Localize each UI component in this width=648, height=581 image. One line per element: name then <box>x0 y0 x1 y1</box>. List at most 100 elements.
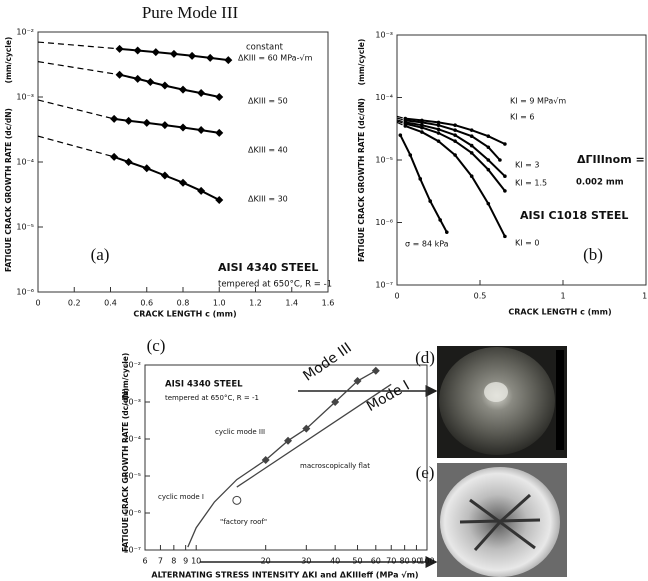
data-point <box>420 130 424 134</box>
data-point <box>437 131 441 135</box>
data-point <box>453 128 457 132</box>
data-point <box>453 123 457 127</box>
data-point <box>197 89 205 97</box>
x-axis-label: CRACK LENGTH c (mm) <box>133 310 236 319</box>
series-label: KI = 0 <box>515 239 539 248</box>
series-label: ΔKIII = 40 <box>248 146 288 155</box>
x-tick-label: 6 <box>142 557 147 566</box>
y-axis-label: FATIGUE CRACK GROWTH RATE (dc/dN) <box>121 388 130 552</box>
series-label: KI = 1.5 <box>515 179 547 188</box>
data-point <box>404 124 408 128</box>
x-tick-label: 1.0 <box>213 299 226 308</box>
x-tick-label: 9 <box>183 557 188 566</box>
data-point <box>498 158 502 162</box>
series-label: Mode III <box>300 340 354 385</box>
data-point <box>143 164 151 172</box>
y-tick-label: 10⁻⁴ <box>375 93 393 102</box>
data-point <box>487 158 491 162</box>
data-point <box>503 189 507 193</box>
series-label: KI = 9 MPa√m <box>510 97 566 106</box>
data-point <box>143 119 151 127</box>
annotation: tempered at 650°C, R = -1 <box>218 280 332 290</box>
data-point <box>453 133 457 137</box>
data-point <box>134 75 142 83</box>
x-tick-label: 20 <box>261 557 271 566</box>
extrapolation <box>38 62 120 75</box>
annotation: 0.002 mm <box>576 178 624 188</box>
data-point <box>215 196 223 204</box>
figure: (d) (e) 10⁻⁶10⁻⁵10⁻⁴10⁻³10⁻²00.20.40.60.… <box>0 0 648 581</box>
x-tick-label: 0.6 <box>140 299 153 308</box>
data-point <box>445 230 449 234</box>
data-point <box>206 54 214 62</box>
data-point <box>233 496 241 504</box>
photo-e: (e) <box>416 463 567 577</box>
data-point <box>487 202 491 206</box>
data-point <box>372 367 380 375</box>
annotation: tempered at 650°C, R = -1 <box>165 394 259 402</box>
data-point <box>152 48 160 56</box>
data-point <box>188 52 196 60</box>
x-tick-label: 0.4 <box>104 299 117 308</box>
x-tick-label: 30 <box>301 557 311 566</box>
data-point <box>470 144 474 148</box>
photo-label: (d) <box>415 348 435 367</box>
data-point <box>224 56 232 64</box>
data-point <box>487 145 491 149</box>
extrapolation <box>38 100 114 119</box>
panel-label: (b) <box>583 245 603 264</box>
series-label: Mode I <box>364 378 412 415</box>
chart-title: Pure Mode III <box>142 3 239 22</box>
x-tick-label: 1.4 <box>285 299 298 308</box>
y-tick-label: 10⁻⁵ <box>16 223 34 232</box>
x-tick-label: 1 <box>560 292 565 301</box>
x-tick-label: 8 <box>171 557 176 566</box>
data-point <box>125 158 133 166</box>
x-tick-label: 0 <box>35 299 40 308</box>
y-tick-label: 10⁻² <box>16 28 34 37</box>
y-axis-unit: (mm/cycle) <box>4 37 13 84</box>
x-tick-label: 0.5 <box>474 292 487 301</box>
data-point <box>197 126 205 134</box>
annotation: AISI 4340 STEEL <box>218 261 318 274</box>
extrapolation <box>38 136 114 157</box>
data-point <box>179 123 187 131</box>
panel-label: (a) <box>91 245 110 264</box>
series-label: σ = 84 kPa <box>405 240 449 249</box>
data-point <box>438 218 442 222</box>
data-point <box>487 134 491 138</box>
annotation: cyclic mode III <box>215 428 265 436</box>
y-tick-label: 10⁻³ <box>375 31 393 40</box>
data-point <box>399 133 403 137</box>
data-point <box>437 123 441 127</box>
x-tick-label: 70 <box>386 557 396 566</box>
series-line <box>188 460 266 547</box>
data-point <box>420 126 424 130</box>
data-point <box>215 93 223 101</box>
data-point <box>134 46 142 54</box>
x-tick-label: 0 <box>394 292 399 301</box>
data-point <box>470 151 474 155</box>
data-point <box>428 199 432 203</box>
x-tick-label: 60 <box>371 557 381 566</box>
data-point <box>161 82 169 90</box>
data-point <box>453 139 457 143</box>
extrapolation <box>38 42 120 49</box>
series-label: ΔKIII = 50 <box>248 97 288 106</box>
data-point <box>161 121 169 129</box>
data-point <box>453 153 457 157</box>
series-label: cyclic mode I <box>158 493 204 501</box>
panel-label: (c) <box>147 336 166 355</box>
data-point <box>116 45 124 53</box>
data-point <box>437 139 441 143</box>
data-point <box>487 168 491 172</box>
x-tick-label: 100 <box>419 557 434 566</box>
series-label: ΔKIII = 60 MPa-√m <box>238 54 313 63</box>
annotation: AISI C1018 STEEL <box>520 209 628 222</box>
x-axis-label: CRACK LENGTH c (mm) <box>508 308 611 317</box>
series-label: KI = 6 <box>510 113 534 122</box>
x-tick-label: 40 <box>330 557 340 566</box>
data-point <box>470 174 474 178</box>
series-label: ΔKIII = 30 <box>248 195 288 204</box>
